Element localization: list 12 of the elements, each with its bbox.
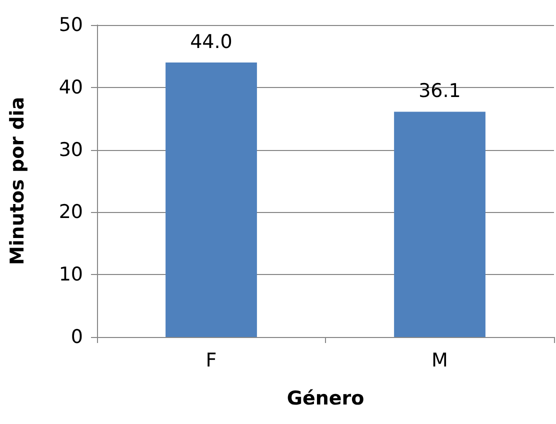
y-axis-title: Minutos por dia — [6, 96, 28, 266]
y-tick-label: 50 — [58, 14, 83, 36]
x-tick-label: F — [206, 350, 217, 372]
x-tick-label: M — [432, 350, 448, 372]
data-label: 36.1 — [418, 80, 461, 102]
y-tick-label: 10 — [58, 264, 83, 286]
y-tick-label: 40 — [58, 76, 83, 98]
y-tick-label: 20 — [58, 201, 83, 224]
y-tick-label: 30 — [58, 138, 83, 161]
x-axis-title: Género — [286, 388, 364, 410]
data-label: 44.0 — [190, 30, 232, 53]
y-tick-label: 0 — [70, 326, 83, 348]
